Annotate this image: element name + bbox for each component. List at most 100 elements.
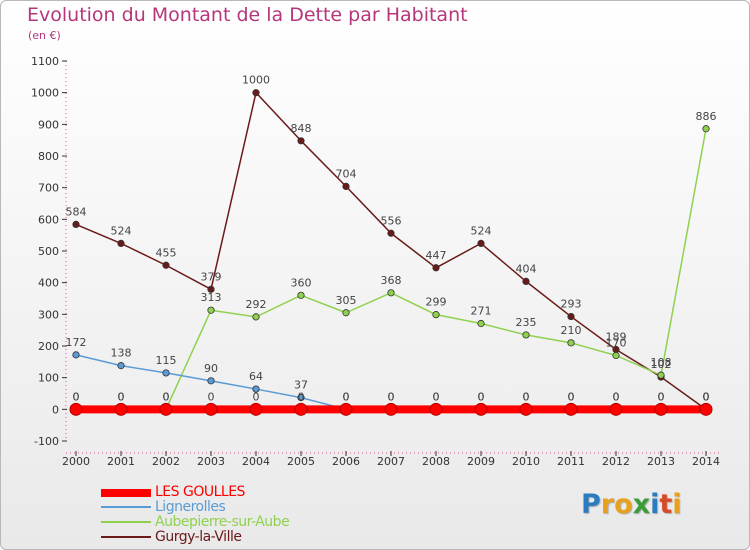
- x-tick-label: 2006: [332, 455, 360, 468]
- data-label: 0: [568, 390, 575, 403]
- legend-item-les-goulles[interactable]: LES GOULLES: [101, 484, 321, 500]
- data-label: 0: [388, 390, 395, 403]
- data-label: 0: [208, 390, 215, 403]
- data-point: [387, 229, 395, 237]
- legend-item-lignerolles[interactable]: Lignerolles: [101, 499, 321, 515]
- y-tick-label: 300: [38, 308, 59, 321]
- y-tick-label: 400: [38, 277, 59, 290]
- x-tick-label: 2004: [242, 455, 270, 468]
- data-label: 299: [426, 296, 447, 309]
- data-point: [159, 402, 173, 416]
- legend-item-gurgy-la-ville[interactable]: Gurgy-la-Ville: [101, 529, 321, 545]
- data-label: 170: [606, 337, 627, 350]
- logo-letter: i: [650, 489, 660, 520]
- data-label: 0: [253, 390, 260, 403]
- data-label: 189: [606, 330, 627, 343]
- data-label: 0: [568, 390, 575, 403]
- data-point: [522, 277, 530, 285]
- x-tick-label: 2001: [107, 455, 135, 468]
- y-tick-label: 200: [38, 340, 59, 353]
- data-label: 704: [336, 167, 357, 180]
- logo-letter: t: [659, 489, 673, 520]
- data-point: [699, 402, 713, 416]
- x-tick-label: 2003: [197, 455, 225, 468]
- data-label: 102: [651, 358, 672, 371]
- data-point: [702, 125, 710, 133]
- data-label: 90: [204, 362, 218, 375]
- data-point: [477, 239, 485, 247]
- legend-swatch-les-goulles: [101, 489, 151, 497]
- data-point: [252, 385, 260, 393]
- legend-label: LES GOULLES: [155, 484, 245, 500]
- data-point: [567, 339, 575, 347]
- data-label: 0: [703, 390, 710, 403]
- y-tick-label: 1100: [31, 55, 59, 68]
- data-label: 108: [651, 356, 672, 369]
- data-point: [297, 291, 305, 299]
- y-tick-label: 1000: [31, 87, 59, 100]
- data-label: 524: [471, 224, 492, 237]
- y-tick-label: 0: [52, 403, 59, 416]
- data-label: 0: [298, 390, 305, 403]
- data-label: 447: [426, 249, 447, 262]
- data-label: 64: [249, 370, 263, 383]
- data-label: 368: [381, 274, 402, 287]
- data-point: [162, 369, 170, 377]
- data-label: 886: [696, 110, 717, 123]
- data-label: 524: [111, 224, 132, 237]
- data-label: 0: [433, 390, 440, 403]
- data-point: [477, 319, 485, 328]
- data-point: [522, 331, 530, 339]
- y-tick-label: 900: [38, 118, 59, 131]
- data-label: 848: [291, 122, 312, 135]
- data-label: 210: [561, 324, 582, 337]
- legend-item-aubepierre-sur-aube[interactable]: Aubepierre-sur-Aube: [101, 514, 321, 530]
- data-label: 0: [613, 390, 620, 403]
- data-label: 556: [381, 214, 402, 227]
- data-label: 0: [163, 390, 170, 403]
- data-point: [72, 351, 80, 359]
- data-label: 271: [471, 305, 492, 318]
- data-label: 0: [613, 390, 620, 403]
- data-label: 404: [516, 262, 537, 275]
- y-tick-label: 600: [38, 213, 59, 226]
- data-label: 0: [118, 390, 125, 403]
- data-point: [204, 402, 218, 416]
- data-label: 584: [66, 205, 87, 218]
- x-tick-label: 2002: [152, 455, 180, 468]
- data-label: 37: [294, 379, 308, 392]
- y-tick-label: 500: [38, 245, 59, 258]
- data-label: 293: [561, 298, 582, 311]
- data-label: 235: [516, 316, 537, 329]
- data-point: [297, 137, 305, 145]
- data-point: [612, 351, 620, 360]
- data-label: 305: [336, 294, 357, 307]
- x-tick-label: 2010: [512, 455, 540, 468]
- data-point: [384, 402, 398, 416]
- logo-letter: o: [614, 489, 633, 520]
- x-tick-label: 2009: [467, 455, 495, 468]
- y-tick-label: -100: [34, 435, 59, 448]
- data-point: [72, 220, 80, 228]
- data-point: [519, 402, 533, 416]
- data-label: 292: [246, 298, 267, 311]
- data-point: [609, 402, 623, 416]
- data-label: 0: [478, 390, 485, 403]
- chart-subtitle: (en €): [28, 29, 61, 42]
- data-point: [339, 402, 353, 416]
- data-label: 0: [343, 390, 350, 403]
- legend-swatch-lignerolles: [101, 506, 151, 508]
- data-label: 0: [163, 390, 170, 403]
- data-label: 0: [388, 390, 395, 403]
- logo-letter: i: [672, 489, 682, 520]
- logo-letter: P: [581, 489, 601, 520]
- y-tick-label: 100: [38, 372, 59, 385]
- logo-letter: x: [632, 489, 651, 520]
- x-tick-label: 2014: [692, 455, 720, 468]
- legend-swatch-gurgy-la-ville: [101, 536, 151, 538]
- data-point: [207, 285, 215, 293]
- data-label: 1000: [242, 74, 270, 87]
- data-point: [564, 402, 578, 416]
- series-line-aubepierre-sur-aube: [75, 128, 707, 411]
